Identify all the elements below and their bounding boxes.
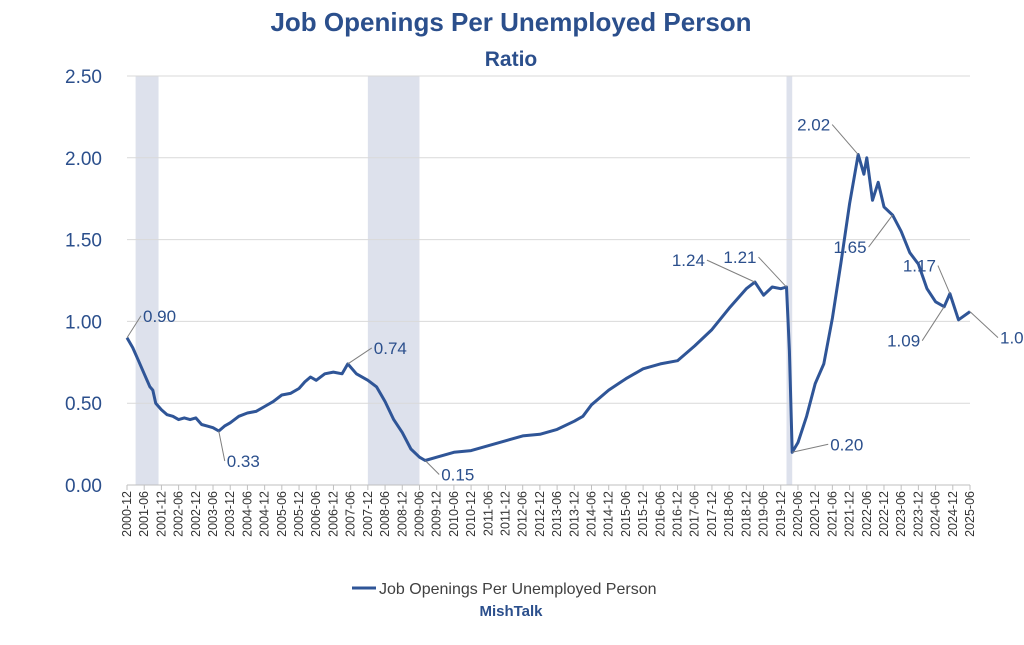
x-tick-label: 2007-06 <box>344 491 358 537</box>
x-tick-label: 2018-12 <box>739 491 753 537</box>
x-tick-label: 2020-06 <box>791 491 805 537</box>
annotation-leader <box>218 430 226 462</box>
x-tick-label: 2013-06 <box>550 491 564 537</box>
x-tick-label: 2015-12 <box>636 491 650 537</box>
annotation-label: 0.90 <box>143 307 176 326</box>
annotation-label: 0.15 <box>441 465 474 484</box>
x-tick-label: 2016-12 <box>671 491 685 537</box>
x-tick-label: 2017-12 <box>705 491 719 537</box>
x-tick-label: 2023-12 <box>911 491 925 537</box>
annotation-leader <box>706 259 756 283</box>
annotation-label: 1.21 <box>723 248 756 267</box>
annotation-leader <box>126 315 142 339</box>
x-tick-label: 2010-06 <box>447 491 461 537</box>
annotation-label: 1.24 <box>672 251 705 270</box>
x-tick-label: 2005-12 <box>292 491 306 537</box>
chart-subtitle: Ratio <box>485 48 538 71</box>
x-tick-label: 2005-06 <box>275 491 289 537</box>
x-tick-label: 2021-12 <box>843 491 857 537</box>
x-tick-label: 2003-06 <box>206 491 220 537</box>
x-tick-label: 2011-12 <box>498 491 512 536</box>
x-tick-label: 2024-12 <box>946 491 960 537</box>
x-tick-label: 2003-12 <box>223 491 237 537</box>
x-tick-label: 2010-12 <box>464 491 478 537</box>
annotation-leader <box>831 124 859 155</box>
x-tick-label: 2008-12 <box>395 491 409 537</box>
annotation-label: 0.20 <box>830 435 863 454</box>
x-tick-label: 2007-12 <box>361 491 375 537</box>
x-tick-label: 2023-06 <box>894 491 908 537</box>
x-tick-label: 2006-06 <box>309 491 323 537</box>
annotation-label: 0.74 <box>374 339 407 358</box>
annotation-leader <box>792 443 829 453</box>
x-tick-label: 2001-12 <box>154 491 168 537</box>
recession-band-2 <box>367 76 420 485</box>
annotation-label: 0.33 <box>227 452 260 471</box>
annotation-label: 1.09 <box>887 332 920 351</box>
annotation-label: 1.06 <box>1000 329 1024 348</box>
x-tick-label: 2021-06 <box>825 491 839 537</box>
x-tick-label: 2009-06 <box>412 491 426 537</box>
recession-band-1 <box>135 76 159 485</box>
y-tick-label: 0.50 <box>65 394 102 415</box>
y-tick-label: 2.00 <box>65 149 102 170</box>
legend-label: Job Openings Per Unemployed Person <box>379 581 657 598</box>
x-tick-label: 2017-06 <box>688 491 702 537</box>
x-tick-label: 2019-12 <box>774 491 788 537</box>
annotations: 0.90 0.33 0.74 0.15 1.24 1.21 0.20 2.02 1.65 1.09… <box>126 116 1024 484</box>
x-tick-label: 2014-06 <box>585 491 599 537</box>
annotation-leader <box>758 256 787 288</box>
y-tick-label: 2.50 <box>65 67 102 88</box>
y-axis: 0.00 0.50 1.00 1.50 2.00 2.50 <box>65 67 102 497</box>
x-tick-label: 2024-06 <box>929 491 943 537</box>
x-tick-label: 2002-12 <box>189 491 203 537</box>
y-tick-label: 0.00 <box>65 476 102 497</box>
annotation-leader <box>868 214 893 248</box>
annotation-leader <box>424 460 440 475</box>
annotation-label: 2.02 <box>797 116 830 135</box>
annotation-leader <box>969 311 999 338</box>
annotation-leader <box>937 265 951 294</box>
annotation-label: 1.65 <box>833 238 866 257</box>
brand-label: MishTalk <box>479 603 543 620</box>
x-tick-label: 2013-12 <box>567 491 581 537</box>
x-tick-label: 2001-06 <box>137 491 151 537</box>
x-tick-label: 2022-12 <box>877 491 891 537</box>
x-tick-label: 2012-12 <box>533 491 547 537</box>
series-line-1 <box>125 153 971 462</box>
annotation-leader <box>347 347 373 365</box>
recession-bands <box>135 76 793 485</box>
annotation-leader <box>921 306 945 341</box>
gridlines <box>127 75 970 486</box>
annotation-label: 1.17 <box>903 257 936 276</box>
x-tick-label: 2012-06 <box>516 491 530 537</box>
x-tick-label: 2019-06 <box>757 491 771 537</box>
x-tick-label: 2016-06 <box>653 491 667 537</box>
x-tick-label: 2020-12 <box>808 491 822 537</box>
x-tick-label: 2006-12 <box>326 491 340 537</box>
legend: Job Openings Per Unemployed Person <box>352 581 657 598</box>
x-tick-label: 2018-06 <box>722 491 736 537</box>
recession-band-3 <box>786 76 793 485</box>
x-tick-label: 2025-06 <box>963 491 977 537</box>
y-tick-label: 1.00 <box>65 312 102 333</box>
x-tick-label: 2002-06 <box>172 491 186 537</box>
x-tick-label: 2015-06 <box>619 491 633 537</box>
x-tick-label: 2008-06 <box>378 491 392 537</box>
y-tick-label: 1.50 <box>65 231 102 252</box>
x-tick-label: 2004-12 <box>258 491 272 537</box>
x-tick-label: 2004-06 <box>240 491 254 537</box>
x-tick-label: 2014-12 <box>602 491 616 537</box>
x-tick-label: 2000-12 <box>120 491 134 537</box>
x-tick-label: 2011-06 <box>481 491 495 536</box>
x-axis: 2000-12 2001-06 2001-12 2002-06 2002-12 2003-… <box>120 485 977 537</box>
x-tick-label: 2022-06 <box>860 491 874 537</box>
series-layer <box>125 153 971 462</box>
x-tick-label: 2009-12 <box>430 491 444 537</box>
chart-title: Job Openings Per Unemployed Person <box>270 7 751 37</box>
